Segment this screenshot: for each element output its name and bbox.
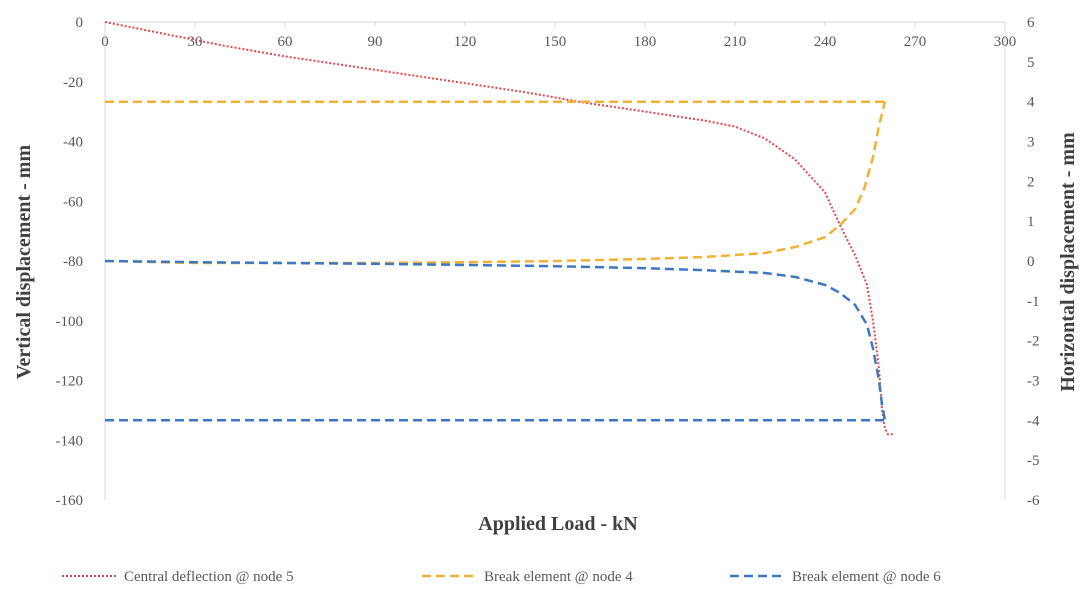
x-tick-label: 210 <box>724 34 747 50</box>
y-right-tick-label: -2 <box>1027 334 1040 350</box>
y-left-tick-label: 0 <box>76 15 84 31</box>
x-tick-label: 240 <box>814 34 837 50</box>
legend-item: Break element @ node 6 <box>730 569 941 585</box>
x-tick-label: 120 <box>454 34 477 50</box>
y-right-tick-label: -3 <box>1027 374 1040 390</box>
series-layer <box>104 21 894 436</box>
y-right-tick-label: -5 <box>1027 453 1040 469</box>
x-tick-label: 90 <box>368 34 383 50</box>
x-tick-label: 150 <box>544 34 567 50</box>
y-right-tick-label: 1 <box>1027 214 1035 230</box>
x-tick-label: 300 <box>994 34 1017 50</box>
legend-item: Break element @ node 4 <box>422 569 633 585</box>
y-left-axis-title: Vertical displacement - mm <box>13 145 35 380</box>
legend-item: Central deflection @ node 5 <box>62 569 294 585</box>
tick-labels-layer: 0 30 60 90 120 150 180 210 240 270 3000-20-40-60-8… <box>56 15 1040 509</box>
series-line <box>104 101 887 265</box>
legend-label: Break element @ node 4 <box>484 569 633 585</box>
x-tick-label: 180 <box>634 34 657 50</box>
x-tick-label: 270 <box>904 34 927 50</box>
x-tick-label: 60 <box>278 34 293 50</box>
y-left-tick-label: -60 <box>63 194 83 210</box>
y-right-tick-label: -4 <box>1027 413 1040 429</box>
series-line <box>104 21 894 436</box>
legend-label: Central deflection @ node 5 <box>124 569 294 585</box>
legend: Central deflection @ node 5 Break element… <box>62 569 941 585</box>
x-tick-label: 30 <box>188 34 203 50</box>
y-right-tick-label: -1 <box>1027 294 1040 310</box>
y-right-tick-label: -6 <box>1027 493 1040 509</box>
series-3 <box>104 259 887 422</box>
y-left-tick-label: -140 <box>56 433 84 449</box>
y-right-axis-title: Horizontal displacement - mm <box>1057 132 1079 392</box>
series-1 <box>104 21 894 436</box>
y-left-tick-label: -100 <box>56 314 84 330</box>
y-right-tick-label: 5 <box>1027 55 1035 71</box>
y-left-tick-label: -160 <box>56 493 84 509</box>
y-right-tick-label: 2 <box>1027 174 1035 190</box>
y-right-tick-label: 0 <box>1027 254 1035 270</box>
y-right-tick-label: 4 <box>1027 95 1035 111</box>
y-left-tick-label: -120 <box>56 374 84 390</box>
x-axis-title: Applied Load - kN <box>478 513 638 535</box>
series-2 <box>104 100 887 265</box>
x-tick-label: 0 <box>101 34 109 50</box>
y-right-tick-label: 3 <box>1027 135 1035 151</box>
y-left-tick-label: -80 <box>63 254 83 270</box>
legend-label: Break element @ node 6 <box>792 569 941 585</box>
y-right-tick-label: 6 <box>1027 15 1035 31</box>
y-left-tick-label: -40 <box>63 135 83 151</box>
series-line <box>104 259 887 421</box>
y-left-tick-label: -20 <box>63 75 83 91</box>
